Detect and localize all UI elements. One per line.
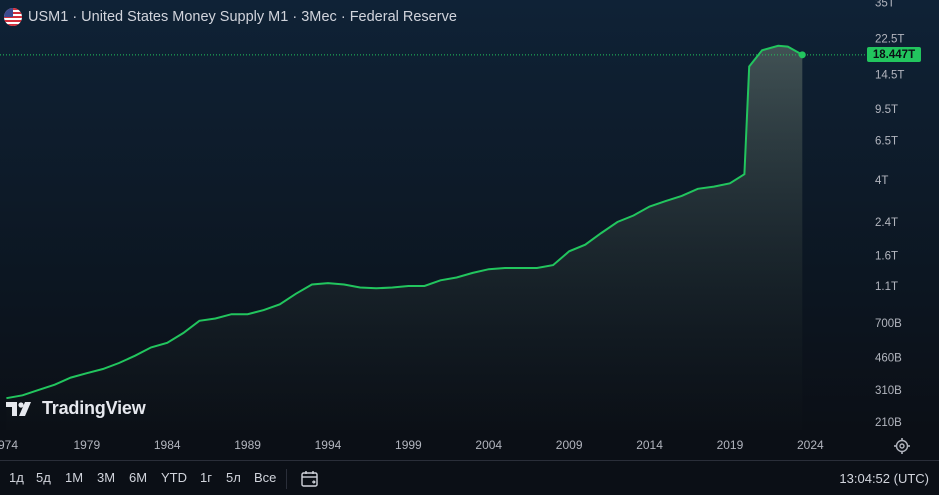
- utc-clock: 13:04:52 (UTC): [839, 471, 929, 486]
- last-point-marker: [798, 51, 806, 59]
- time-tick-label: 2004: [475, 438, 503, 452]
- timeframe-5d-button[interactable]: 5д: [36, 470, 51, 485]
- watermark-text: TradingView: [42, 398, 146, 418]
- gear-icon[interactable]: [893, 437, 911, 455]
- us-flag-icon: [4, 8, 22, 26]
- price-tick-label: 9.5T: [875, 104, 898, 116]
- price-tick-label: 4T: [875, 175, 888, 187]
- price-tick-label: 2.4T: [875, 217, 898, 229]
- timeframe-1m-button[interactable]: 1М: [65, 470, 84, 485]
- chart-pane[interactable]: USM1 · United States Money Supply M1 · 3…: [0, 0, 865, 430]
- toolbar-divider: [286, 469, 287, 489]
- time-tick-label: 1984: [153, 438, 181, 452]
- price-tick-label: 210B: [875, 417, 902, 429]
- time-tick-label: 1979: [73, 438, 101, 452]
- timeframe-1d-button[interactable]: 1д: [9, 470, 24, 485]
- price-chart[interactable]: [0, 0, 865, 430]
- current-price-badge: 18.447T: [867, 47, 921, 63]
- symbol-title: USM1 · United States Money Supply M1 · 3…: [28, 9, 457, 25]
- time-tick-label: 2024: [796, 438, 824, 452]
- time-tick-label: 974: [0, 438, 19, 452]
- time-tick-label: 2019: [716, 438, 744, 452]
- symbol-header[interactable]: USM1 · United States Money Supply M1 · 3…: [4, 6, 457, 28]
- series-line: [6, 44, 803, 400]
- price-tick-label: 460B: [875, 353, 902, 365]
- price-tick-label: 6.5T: [875, 135, 898, 147]
- bottom-toolbar: 1д 5д 1М 3М 6М YTD 1г 5л Все 13:04:52 (U…: [0, 460, 939, 495]
- price-tick-label: 35T: [875, 0, 895, 9]
- timeframe-ytd-button[interactable]: YTD: [161, 470, 187, 485]
- time-tick-label: 2009: [555, 438, 583, 452]
- timeframe-6m-button[interactable]: 6М: [129, 470, 148, 485]
- price-scale-labels: 35T 22.5T 14.5T 9.5T 6.5T 4T 2.4T 1.6T 1.1T 700B 4…: [875, 0, 904, 429]
- price-tick-label: 700B: [875, 318, 902, 330]
- price-tick-label: 310B: [875, 385, 902, 397]
- timeframe-3m-button[interactable]: 3М: [97, 470, 116, 485]
- timeframe-5y-button[interactable]: 5л: [226, 470, 241, 485]
- tradingview-watermark[interactable]: TradingView: [6, 398, 146, 419]
- price-tick-label: 14.5T: [875, 70, 904, 82]
- time-tick-label: 1989: [234, 438, 261, 452]
- time-tick-label: 1999: [395, 438, 422, 452]
- tradingview-logo-icon: [6, 401, 31, 416]
- time-axis[interactable]: 974 1979 1984 1989 1994 1999 2004 2009 2014 2019 2…: [0, 430, 939, 460]
- area-fill: [6, 45, 803, 430]
- price-tick-label: 1.6T: [875, 250, 898, 262]
- price-scale[interactable]: 35T 22.5T 14.5T 9.5T 6.5T 4T 2.4T 1.6T 1.1T 700B 4…: [865, 0, 939, 430]
- timeframe-1y-button[interactable]: 1г: [200, 470, 212, 485]
- calendar-range-icon[interactable]: [300, 469, 320, 489]
- price-tick-label: 22.5T: [875, 34, 904, 46]
- time-tick-label: 1994: [314, 438, 342, 452]
- timeframe-all-button[interactable]: Все: [254, 470, 277, 485]
- price-tick-label: 1.1T: [875, 281, 898, 293]
- time-tick-label: 2014: [636, 438, 663, 452]
